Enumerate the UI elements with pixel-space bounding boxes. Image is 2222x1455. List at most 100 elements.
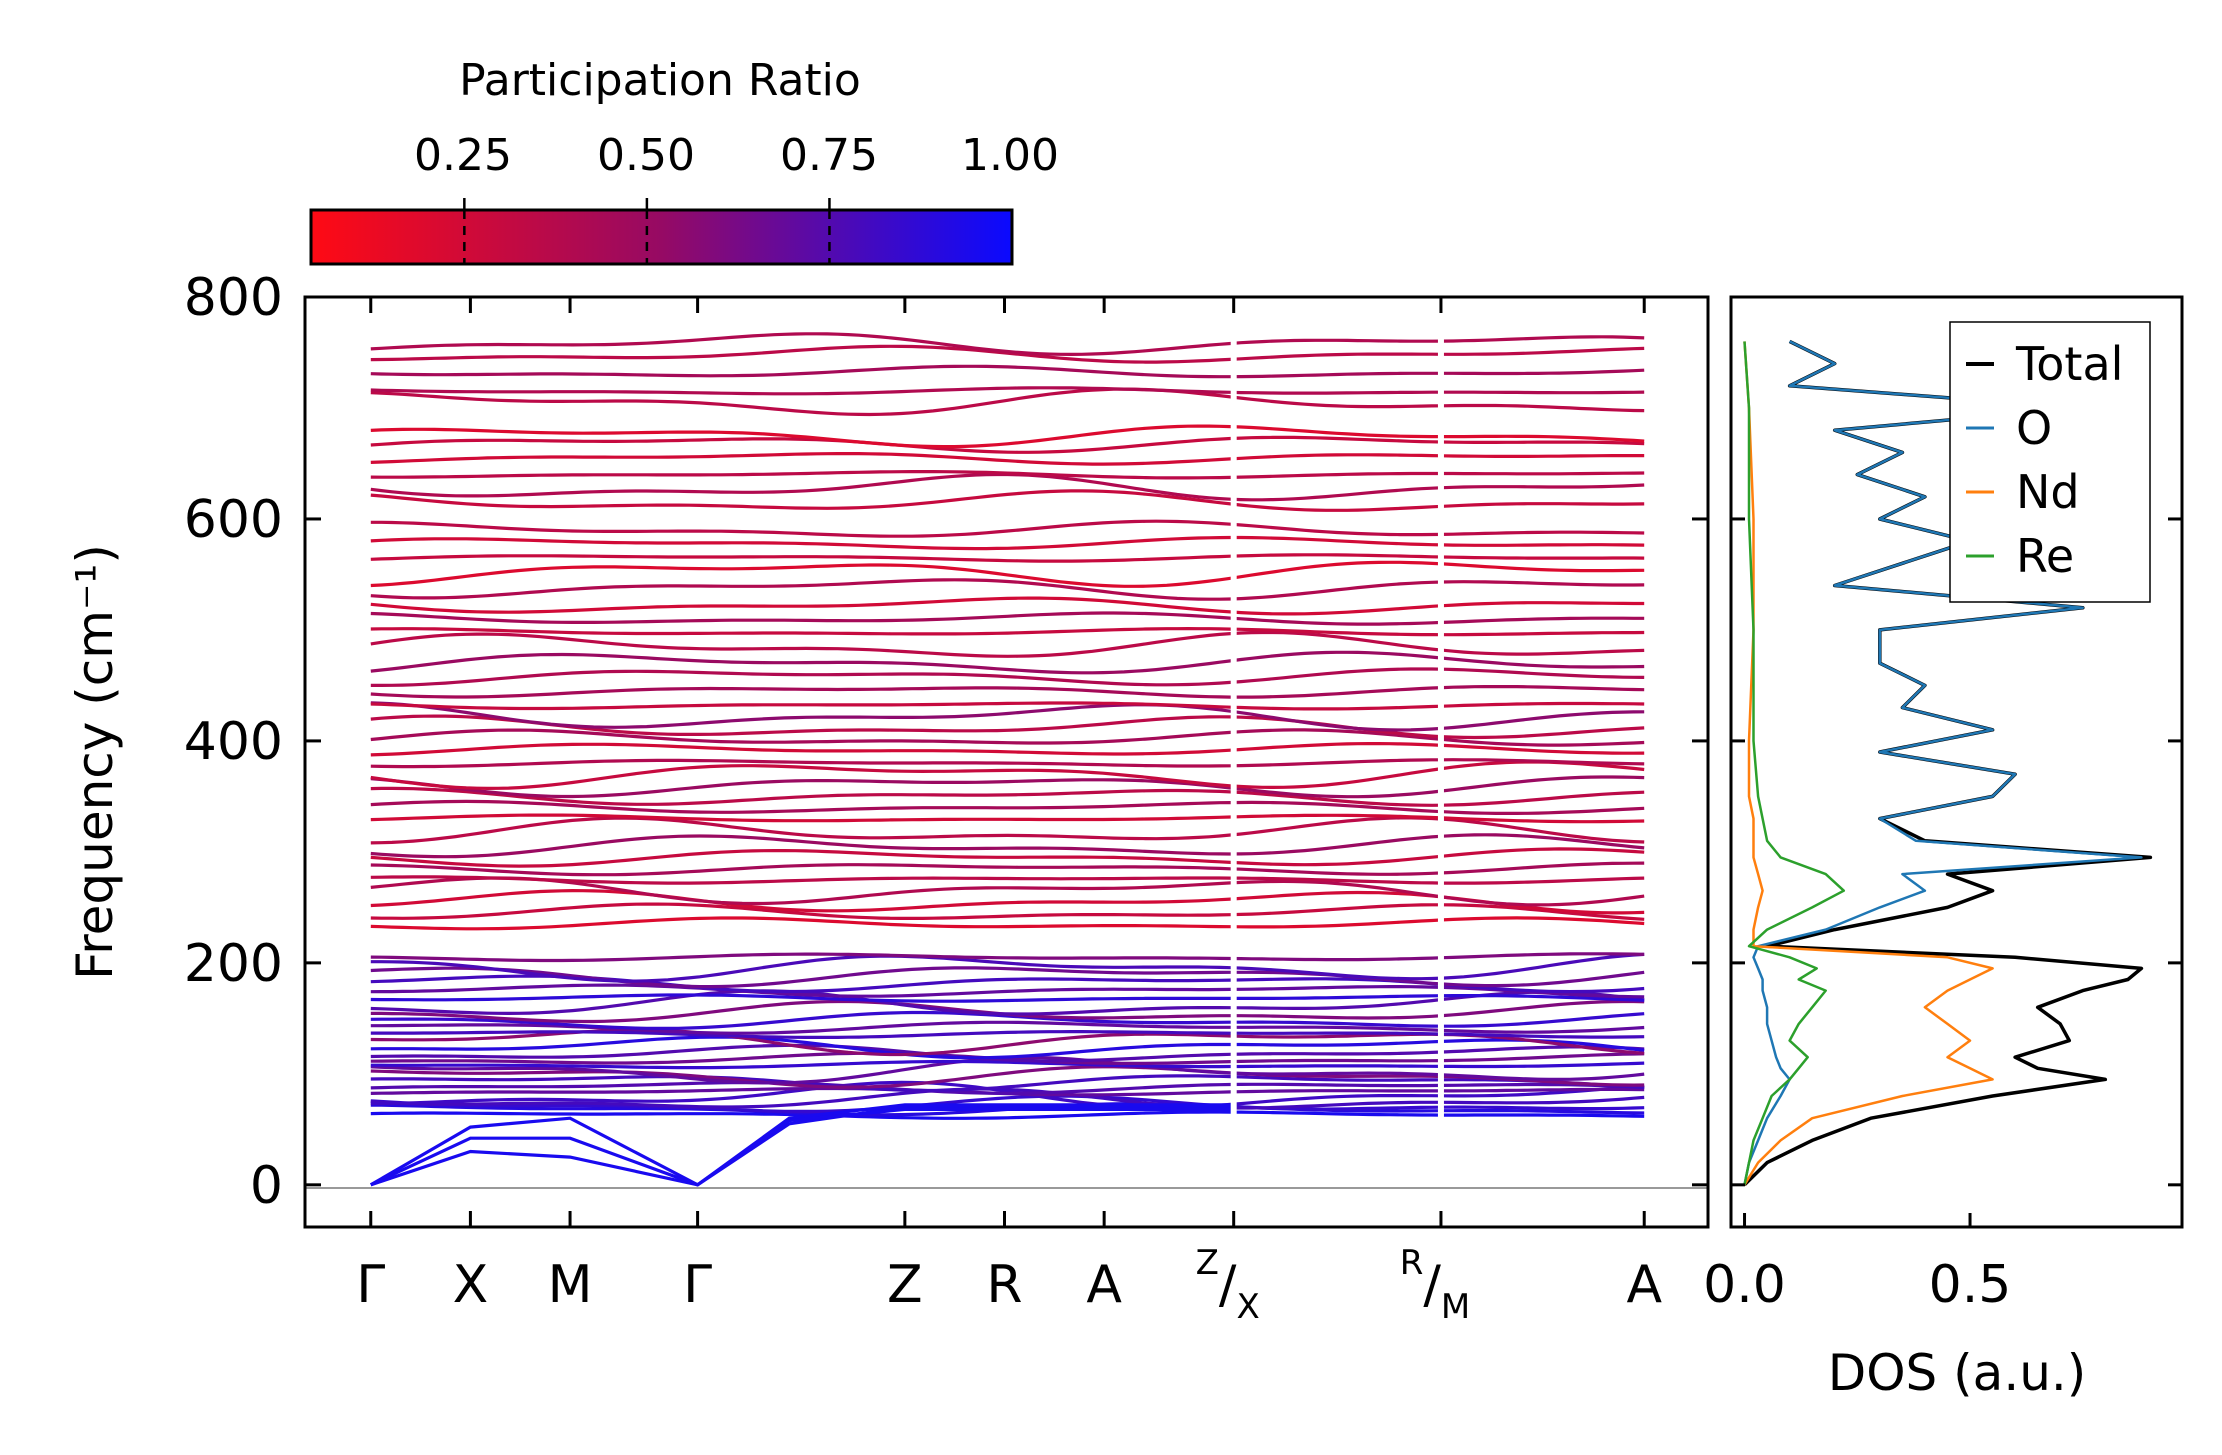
band-line [370, 435, 1645, 454]
band-line [370, 1010, 1645, 1031]
band-line [370, 344, 1645, 364]
legend-label: Re [2016, 529, 2074, 583]
band-line [370, 386, 1645, 396]
y-axis-label: Frequency (cm⁻¹) [66, 544, 124, 980]
band-lines [369, 332, 1645, 1187]
x-tick-label: A [1086, 1255, 1122, 1315]
band-line [370, 714, 1645, 740]
colorbar-label: Participation Ratio [459, 55, 861, 106]
legend-label: Total [2015, 337, 2123, 391]
colorbar-ticks [463, 198, 831, 264]
band-line [370, 916, 1645, 931]
band-line [370, 741, 1645, 757]
band-line [370, 833, 1645, 859]
band-line [370, 799, 1645, 816]
acoustic-branch [369, 1107, 1234, 1187]
band-line [370, 424, 1645, 449]
band-line [370, 758, 1645, 769]
band-line [370, 989, 1645, 1016]
band-plot-frame [303, 295, 1710, 1229]
band-line [370, 364, 1645, 379]
x-tick-label: M [548, 1255, 593, 1315]
band-line [370, 650, 1645, 675]
dos-legend: Total O Nd Re [1949, 321, 2151, 603]
band-line [370, 1087, 1645, 1110]
x-tick-label: X [453, 1255, 489, 1315]
band-line [370, 993, 1645, 1003]
band-line [370, 952, 1645, 963]
band-line [370, 560, 1645, 588]
band-line [370, 816, 1645, 845]
y-tick-label: 0 [250, 1156, 283, 1216]
y-tick-label: 200 [184, 934, 283, 994]
colorbar-gradient [309, 208, 1014, 266]
x-tick-label: R/M [1400, 1243, 1471, 1327]
dos-series-re [1743, 341, 1846, 1186]
segment-break [1437, 299, 1444, 1169]
band-line [370, 684, 1645, 699]
band-line [370, 1065, 1645, 1089]
band-line [370, 596, 1645, 616]
dos-x-axis-label: DOS (a.u.) [1828, 1344, 2087, 1402]
y-tick-label: 600 [184, 490, 283, 550]
band-line [370, 611, 1645, 626]
x-tick-label: Z/X [1196, 1243, 1260, 1327]
segment-break [1230, 299, 1237, 1169]
colorbar: Participation Ratio 0.25 0.50 0.75 1.00 [309, 55, 1059, 266]
y-axis-ticks: 0 200 400 600 800 [184, 268, 1708, 1216]
legend-label: O [2016, 401, 2052, 455]
dos-series-o [1743, 340, 2143, 1186]
colorbar-tick-label: 0.50 [597, 130, 695, 181]
band-line [370, 630, 1645, 658]
band-line [370, 902, 1645, 921]
dos-panel: 0.0 0.5 DOS (a.u.) Total O Nd Re [1703, 295, 2184, 1402]
band-line [370, 760, 1645, 791]
x-tick-label: Γ [356, 1255, 385, 1315]
band-line [370, 667, 1645, 688]
band-line [370, 1080, 1645, 1110]
band-line [370, 775, 1645, 799]
acoustic-branch [370, 1103, 1234, 1187]
band-line [370, 847, 1645, 868]
dos-lines [1743, 339, 2153, 1187]
colorbar-tick-label: 0.25 [414, 130, 512, 181]
band-line [370, 728, 1645, 747]
band-line [370, 452, 1645, 466]
band-line [370, 1059, 1645, 1070]
band-line [370, 519, 1645, 538]
band-line [370, 786, 1645, 807]
band-line [370, 701, 1645, 711]
band-line [370, 1043, 1645, 1063]
dos-x-tick-label: 0.0 [1703, 1255, 1786, 1315]
band-line [370, 470, 1645, 480]
band-line [370, 1080, 1645, 1095]
band-line [370, 1110, 1645, 1120]
band-line [370, 578, 1645, 601]
band-line [370, 1029, 1645, 1040]
band-line [370, 1074, 1645, 1093]
dos-axis-ticks: 0.0 0.5 [1703, 295, 2182, 1315]
colorbar-tick-label: 0.75 [780, 130, 878, 181]
band-line [370, 387, 1645, 417]
band-line [370, 332, 1645, 357]
x-tick-label: Γ [683, 1255, 712, 1315]
segment-breaks [1230, 299, 1444, 1169]
band-line [370, 535, 1645, 551]
band-line [370, 553, 1645, 563]
dos-plot-frame [1729, 295, 2184, 1229]
y-tick-label: 400 [184, 712, 283, 772]
band-line [370, 876, 1645, 907]
colorbar-tick-label: 1.00 [961, 130, 1059, 181]
band-line [370, 966, 1645, 989]
y-tick-label: 800 [184, 268, 283, 328]
band-line [370, 813, 1645, 824]
band-line [370, 1035, 1645, 1060]
band-line [370, 1094, 1645, 1114]
x-tick-label: Z [887, 1255, 923, 1315]
band-line [370, 983, 1645, 999]
band-line [370, 861, 1645, 877]
dos-series-nd [1743, 341, 1994, 1186]
x-tick-label: R [986, 1255, 1022, 1315]
band-structure-panel: 0 200 400 600 800 Γ X M Γ Z R A Z/X R/M A Frequency (… [66, 268, 1710, 1327]
